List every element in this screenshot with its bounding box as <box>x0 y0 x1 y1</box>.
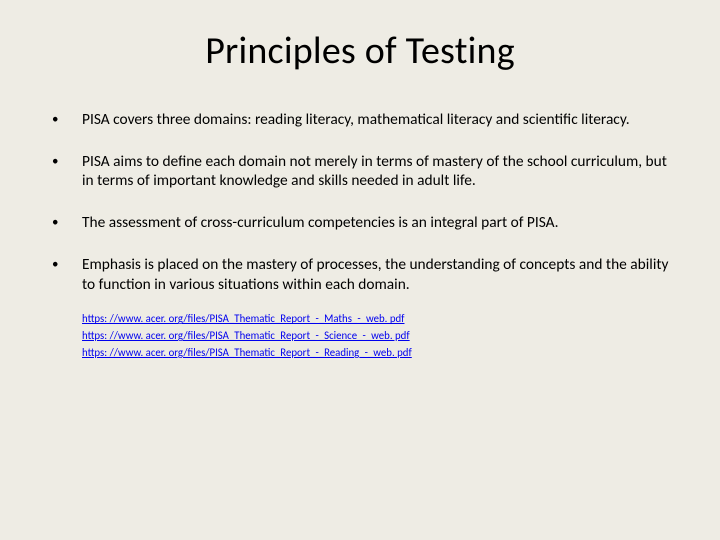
bullet-text: Emphasis is placed on the mastery of pro… <box>82 255 668 294</box>
bullet-icon: • <box>52 112 58 129</box>
bullet-list: • PISA covers three domains: reading lit… <box>48 110 672 294</box>
bullet-text: PISA covers three domains: reading liter… <box>82 110 630 129</box>
bullet-icon: • <box>52 257 58 274</box>
list-item: • PISA covers three domains: reading lit… <box>48 110 672 130</box>
bullet-text: PISA aims to define each domain not mere… <box>82 152 667 191</box>
bullet-icon: • <box>52 154 58 171</box>
bullet-text: The assessment of cross-curriculum compe… <box>82 213 559 232</box>
list-item: • PISA aims to define each domain not me… <box>48 152 672 191</box>
bullet-icon: • <box>52 215 58 232</box>
list-item: • Emphasis is placed on the mastery of p… <box>48 255 672 294</box>
reference-link[interactable]: https: //www. acer. org/files/PISA_Thema… <box>82 346 412 359</box>
reference-link[interactable]: https: //www. acer. org/files/PISA_Thema… <box>82 329 410 342</box>
reference-link[interactable]: https: //www. acer. org/files/PISA_Thema… <box>82 312 404 325</box>
list-item: • The assessment of cross-curriculum com… <box>48 213 672 233</box>
slide-title: Principles of Testing <box>48 28 672 74</box>
links-block: https: //www. acer. org/files/PISA_Thema… <box>48 310 672 360</box>
